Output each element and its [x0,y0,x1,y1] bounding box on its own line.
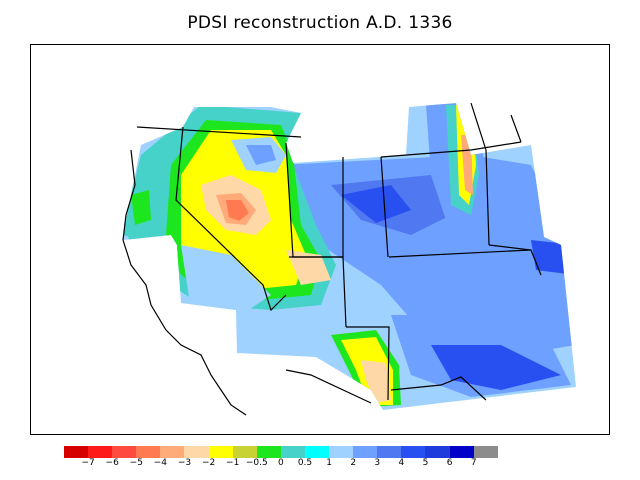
pdsi-map [122,102,576,416]
colorbar-tick-label: 0 [278,458,284,468]
colorbar-swatch [136,446,161,458]
colorbar-swatch [184,446,209,458]
colorbar-tick-label: −3 [177,458,192,468]
colorbar-tick-label: 2 [350,458,357,468]
colorbar-tick-label: −0.5 [245,458,268,468]
colorbar-swatch [232,446,257,458]
colorbar-tick-label: −4 [153,458,168,468]
colorbar-tick-label: 6 [446,458,453,468]
colorbar-tick-label: 3 [374,458,381,468]
colorbar-swatch [304,446,330,458]
colorbar-swatch [280,446,305,458]
pdsi-colorbar-ticks: −7 −6 −5 −4 −3 −2 −1 −0.5 0 0.5 1 2 3 4 5 6 7 [0,458,640,474]
colorbar-tick-label: 7 [470,458,477,468]
map-panel [30,44,610,435]
colorbar-swatch [449,446,474,458]
map-boundaries [122,102,542,416]
colorbar-tick-label: −6 [105,458,119,468]
colorbar-tick-label: 4 [398,458,405,468]
map-title: PDSI reconstruction A.D. 1336 [187,13,453,33]
colorbar-tick-label: −1 [226,458,240,468]
colorbar-swatch [377,446,402,458]
colorbar-swatch [256,446,281,458]
colorbar-swatch [88,446,113,458]
colorbar-swatch [473,446,498,458]
colorbar-swatch [208,446,233,458]
colorbar-tick-label: 1 [326,458,332,468]
colorbar-swatch [112,446,137,458]
colorbar-swatch [160,446,185,458]
colorbar-swatch [401,446,426,458]
colorbar-tick-label: −5 [129,458,143,468]
colorbar-swatch [353,446,378,458]
colorbar-tick-label: 0.5 [297,458,313,468]
pdsi-field [123,103,576,410]
colorbar-swatch [329,446,354,458]
colorbar-tick-label: −7 [81,458,95,468]
colorbar-swatch [64,446,89,458]
colorbar-tick-label: −2 [201,458,216,468]
colorbar-tick-label: 5 [422,458,429,468]
colorbar-swatch [425,446,450,458]
pdsi-colorbar [64,446,498,458]
